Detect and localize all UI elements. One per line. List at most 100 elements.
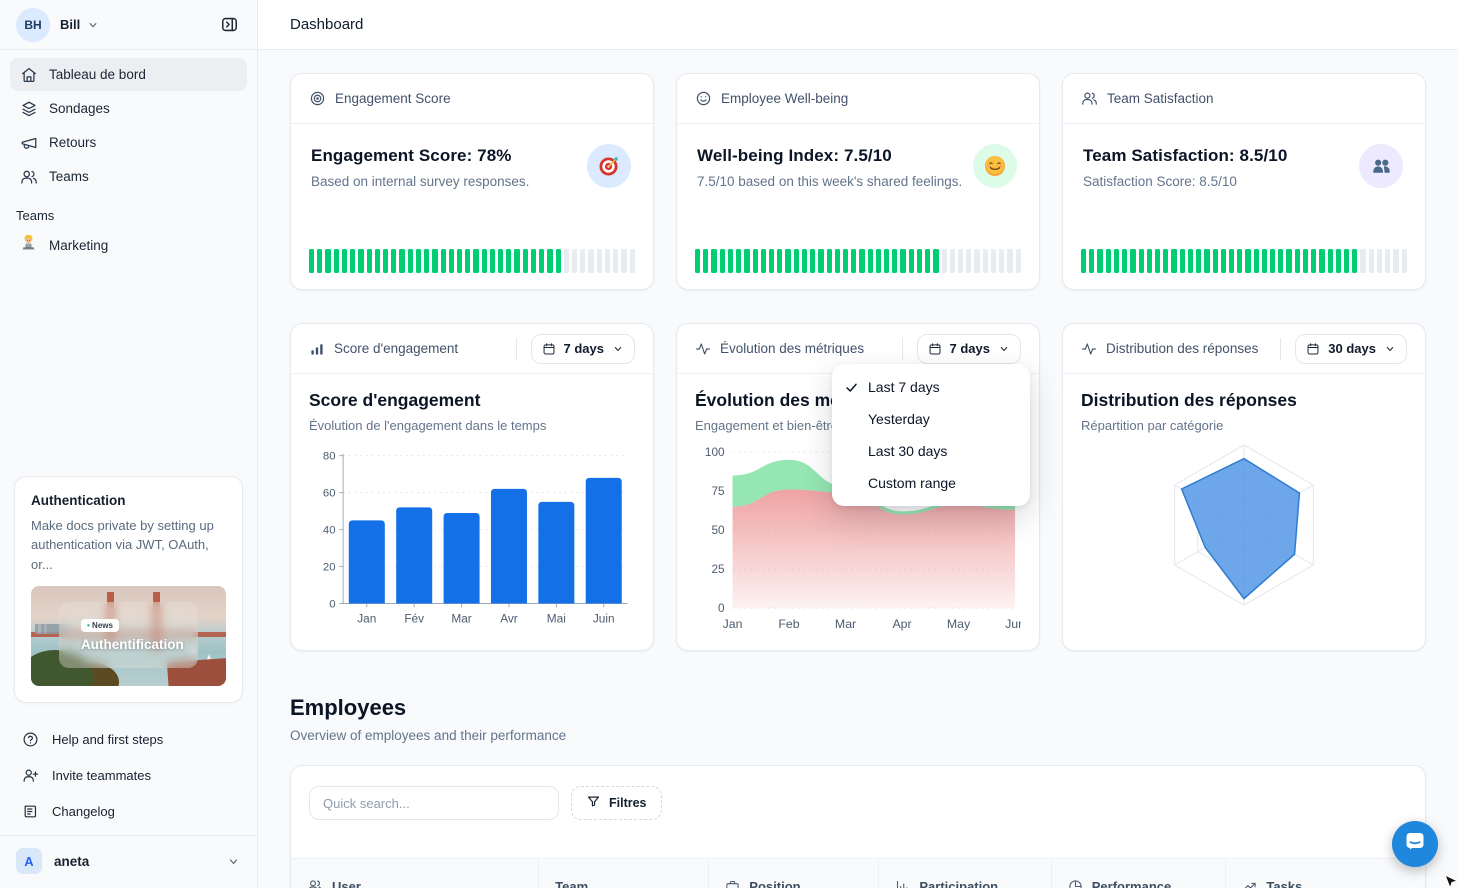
chevron-down-icon <box>226 854 241 869</box>
sidebar-collapse-button[interactable] <box>215 11 243 39</box>
sidebar-item-label: Teams <box>49 169 89 184</box>
svg-text:20: 20 <box>323 561 336 573</box>
range-label: 7 days <box>563 341 604 356</box>
svg-text:Fév: Fév <box>404 611 424 625</box>
promo-title: Authentication <box>31 492 126 508</box>
chart-subtitle: Évolution de l'engagement dans le temps <box>309 418 547 433</box>
sidebar-item-changelog[interactable]: Changelog <box>14 793 243 829</box>
range-dropdown-button[interactable]: 7 days <box>916 333 1021 364</box>
card-header-label: Distribution des réponses <box>1106 341 1259 356</box>
trending-up-icon <box>1242 879 1257 888</box>
funnel-icon <box>586 794 601 812</box>
promo-card-authentication[interactable]: Authentication Make docs private by sett… <box>14 475 243 703</box>
column-label: Position <box>749 878 801 888</box>
column-label: Participation <box>919 878 999 888</box>
search-input[interactable] <box>309 786 559 820</box>
card-body: Score d'engagement Évolution de l'engage… <box>291 374 653 644</box>
sidebar-item-label: Tableau de bord <box>49 67 146 82</box>
employees-subtitle: Overview of employees and their performa… <box>290 728 567 743</box>
employees-section: Employees Overview of employees and thei… <box>290 695 1426 743</box>
range-dropdown-button[interactable]: 30 days <box>1295 333 1407 364</box>
satisfaction-progress-bar <box>1081 249 1407 273</box>
stat-subtitle: Based on internal survey responses. <box>311 174 530 189</box>
range-label: 7 days <box>949 341 990 356</box>
calendar-icon <box>928 342 942 356</box>
card-body: Évolution des métriques Engagement et bi… <box>677 374 1039 642</box>
svg-text:Juin: Juin <box>593 611 615 625</box>
sidebar-item-label: Sondages <box>49 101 110 116</box>
promo-image: • News Authentification <box>31 586 226 686</box>
filters-label: Filtres <box>609 796 647 810</box>
column-label: Tasks <box>1266 878 1303 888</box>
range-dropdown-menu: Last 7 days Yesterday Last 30 days Custo… <box>832 364 1030 506</box>
users-icon <box>307 878 323 888</box>
chat-launcher-button[interactable] <box>1392 821 1438 867</box>
filters-button[interactable]: Filtres <box>571 786 662 820</box>
column-header-participation: Participation <box>878 859 1050 888</box>
technologist-emoji-icon <box>20 234 37 255</box>
chevron-down-icon <box>1384 343 1396 355</box>
sidebar: BH Bill Tableau de bord Sondages <box>0 0 258 888</box>
card-body: Well-being Index: 7.5/10 7.5/10 based on… <box>677 124 1039 249</box>
account-switcher[interactable]: A aneta <box>0 835 257 888</box>
news-badge: • News <box>81 618 119 632</box>
menu-item-yesterday[interactable]: Yesterday <box>832 403 1030 435</box>
users-icon <box>20 168 38 186</box>
sidebar-item-feedback[interactable]: Retours <box>10 126 247 159</box>
svg-text:Avr: Avr <box>500 611 518 625</box>
chat-bubble-icon <box>1403 830 1427 859</box>
employees-table-card: Filtres User Team <box>290 765 1426 888</box>
promo-image-title: Authentification <box>81 636 184 652</box>
card-body: Distribution des réponses Répartition pa… <box>1063 374 1425 617</box>
menu-item-last-30-days[interactable]: Last 30 days <box>832 435 1030 467</box>
card-header: Engagement Score <box>291 74 653 124</box>
wellbeing-card: Employee Well-being Well-being Index: 7.… <box>676 73 1040 290</box>
column-header-position: Position <box>708 859 878 888</box>
chevron-down-icon <box>612 343 624 355</box>
team-item-label: Marketing <box>49 237 109 253</box>
column-label: Performance <box>1091 878 1172 888</box>
account-name: aneta <box>54 853 90 869</box>
menu-item-label: Yesterday <box>868 411 930 427</box>
workspace-switcher[interactable]: BH Bill <box>0 0 257 50</box>
footer-item-label: Help and first steps <box>52 731 164 747</box>
sidebar-item-surveys[interactable]: Sondages <box>10 92 247 125</box>
chevron-down-icon <box>998 343 1010 355</box>
footer-item-label: Invite teammates <box>52 767 151 783</box>
column-label: Team <box>555 878 589 888</box>
check-icon <box>844 380 868 395</box>
sidebar-item-invite[interactable]: Invite teammates <box>14 757 243 793</box>
stat-cards-row: Engagement Score Engagement Score: 78% B… <box>290 73 1426 290</box>
sidebar-footer: Help and first steps Invite teammates Ch… <box>0 717 257 829</box>
sidebar-item-dashboard[interactable]: Tableau de bord <box>10 58 247 91</box>
teams-section-label: Teams <box>16 208 55 223</box>
stat-title: Engagement Score: 78% <box>311 146 512 165</box>
stat-title: Well-being Index: 7.5/10 <box>697 146 892 165</box>
briefcase-icon <box>725 879 740 888</box>
menu-item-last-7-days[interactable]: Last 7 days <box>832 371 1030 403</box>
stat-subtitle: Satisfaction Score: 8.5/10 <box>1083 174 1237 189</box>
menu-item-custom-range[interactable]: Custom range <box>832 467 1030 499</box>
sidebar-item-help[interactable]: Help and first steps <box>14 721 243 757</box>
sidebar-item-team-marketing[interactable]: Marketing <box>10 229 247 261</box>
chevron-down-icon <box>86 18 100 32</box>
svg-text:Mai: Mai <box>547 611 566 625</box>
sidebar-item-teams[interactable]: Teams <box>10 160 247 193</box>
layers-icon <box>20 100 38 118</box>
account-avatar: A <box>16 848 42 874</box>
employees-title: Employees <box>290 695 407 720</box>
svg-text:0: 0 <box>718 601 725 615</box>
help-circle-icon <box>22 731 39 748</box>
svg-text:Jun: Jun <box>1005 617 1021 631</box>
svg-text:Mar: Mar <box>835 617 856 631</box>
column-label: User <box>332 878 361 888</box>
promo-image-overlay: • News Authentification <box>59 602 198 668</box>
svg-text:May: May <box>947 617 971 631</box>
range-dropdown-button[interactable]: 7 days <box>530 333 635 364</box>
user-plus-icon <box>22 767 39 784</box>
promo-body: Make docs private by setting up authenti… <box>31 517 214 572</box>
engagement-score-card: Engagement Score Engagement Score: 78% B… <box>290 73 654 290</box>
menu-item-label: Last 7 days <box>868 379 940 395</box>
chart-title: Distribution des réponses <box>1081 390 1297 410</box>
svg-text:60: 60 <box>323 487 336 499</box>
